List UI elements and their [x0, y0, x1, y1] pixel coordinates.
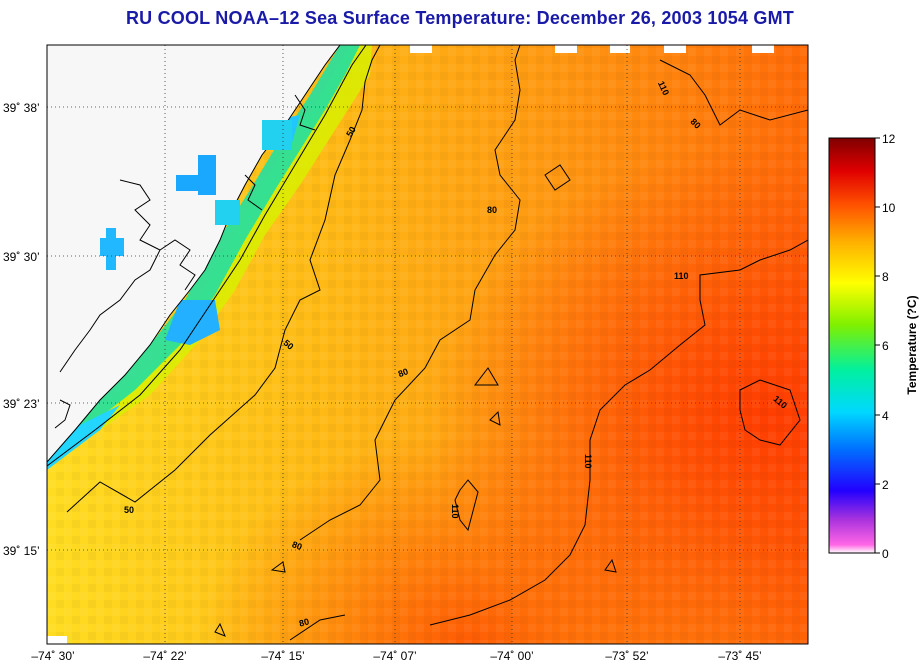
map-area: [47, 45, 808, 644]
colorbar-tick-label: 2: [882, 478, 889, 492]
longitude-axis: –74˚ 30’ –74˚ 22’ –74˚ 15’ –74˚ 07’ –74˚…: [31, 649, 761, 663]
lon-label: –73˚ 45’: [718, 649, 761, 663]
lon-label: –74˚ 30’: [31, 649, 74, 663]
map-frame: [46, 44, 809, 645]
lat-label: 39˚ 15’: [3, 544, 40, 558]
lon-label: –74˚ 07’: [373, 649, 416, 663]
cold-pixels-bay-4: [106, 228, 116, 270]
inlet-outline-2: [244, 174, 263, 211]
no-data-patch: [610, 45, 630, 53]
land-new-jersey: [47, 45, 341, 463]
colorbar-title: Temperature (?C): [905, 295, 919, 394]
lat-label: 39˚ 23’: [3, 397, 40, 411]
lat-label: 39˚ 30’: [3, 250, 40, 264]
no-data-patch: [555, 45, 577, 53]
contour-label: 50: [281, 338, 295, 352]
cold-patch-south: [47, 405, 120, 470]
contour-label: 50: [344, 125, 358, 139]
contour-label: 110: [450, 504, 460, 519]
graticule: [47, 45, 808, 644]
no-data-patch: [410, 45, 432, 53]
colorbar-tick-label: 12: [882, 132, 896, 146]
cold-pixels-bay-2: [198, 155, 216, 195]
inlet-outline-4: [54, 399, 71, 429]
colorbar-tick-label: 0: [882, 547, 889, 561]
colorbar: 12 10 8 6 4 2 0 Temperature (?C): [828, 132, 919, 561]
colorbar-tick-label: 4: [882, 409, 889, 423]
colorbar-tick-label: 6: [882, 339, 889, 353]
contour-label: 110: [674, 271, 689, 281]
no-data-patch: [47, 636, 67, 644]
cold-pixels-bay-5: [262, 120, 292, 150]
lat-label: 39˚ 38’: [3, 101, 40, 115]
inlet-outline-3: [294, 94, 316, 131]
colorbar-tick-label: 10: [882, 201, 896, 215]
inland-shoreline: [59, 179, 161, 373]
cold-pixels-bay-6: [215, 200, 240, 225]
lon-label: –73˚ 52’: [605, 649, 648, 663]
contour-label: 80: [397, 366, 410, 379]
lon-label: –74˚ 22’: [143, 649, 186, 663]
contour-label: 80: [291, 539, 304, 552]
barrier-island-outline: [47, 45, 367, 467]
no-data-patch: [664, 45, 686, 53]
contour-label: 50: [124, 505, 134, 515]
contour-label: 80: [487, 205, 497, 215]
inlet-outline-1: [159, 239, 196, 291]
latitude-axis: 39˚ 38’ 39˚ 30’ 39˚ 23’ 39˚ 15’: [3, 101, 40, 558]
contour-label: 110: [583, 454, 593, 469]
map-title: RU COOL NOAA–12 Sea Surface Temperature:…: [125, 8, 794, 28]
isotherm-contours: [66, 45, 808, 641]
lon-label: –74˚ 15’: [261, 649, 304, 663]
contour-label: 80: [298, 616, 310, 628]
colorbar-tick-label: 8: [882, 270, 889, 284]
no-data-patch: [752, 45, 774, 53]
colorbar-ticks: [875, 137, 880, 554]
lon-label: –74˚ 00’: [490, 649, 533, 663]
colorbar-scale: [828, 137, 876, 554]
